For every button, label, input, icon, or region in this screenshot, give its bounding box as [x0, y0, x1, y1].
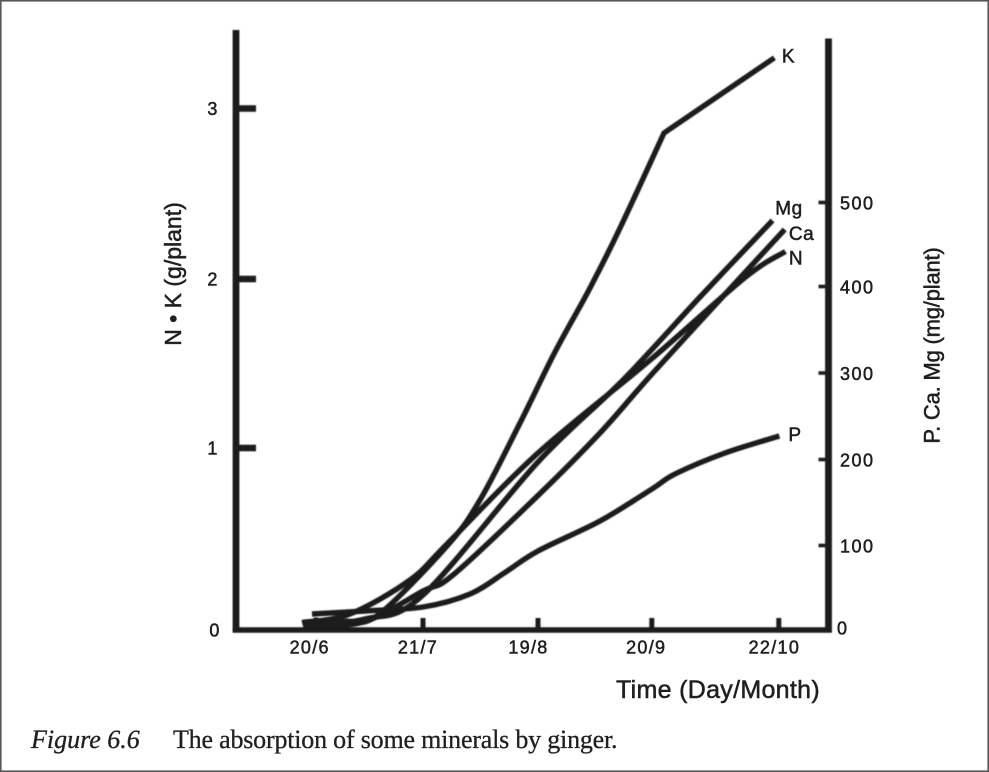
svg-text:Figure 6.6: Figure 6.6 — [30, 725, 140, 754]
svg-text:20/6: 20/6 — [290, 638, 330, 658]
svg-text:21/7: 21/7 — [398, 638, 438, 658]
svg-text:N • K (g/plant): N • K (g/plant) — [160, 202, 186, 346]
svg-text:0: 0 — [209, 621, 220, 641]
svg-text:Ca: Ca — [789, 224, 814, 245]
svg-text:Time (Day/Month): Time (Day/Month) — [616, 676, 820, 704]
svg-text:P. Ca. Mg (mg/plant): P. Ca. Mg (mg/plant) — [920, 247, 945, 443]
svg-text:22/10: 22/10 — [749, 638, 801, 658]
svg-text:0: 0 — [837, 619, 849, 639]
svg-text:20/9: 20/9 — [626, 638, 666, 658]
svg-text:The absorption of some mineral: The absorption of some minerals by ginge… — [173, 725, 617, 754]
svg-text:19/8: 19/8 — [508, 638, 548, 658]
svg-text:400: 400 — [840, 278, 875, 298]
svg-text:N: N — [789, 249, 803, 270]
svg-text:3: 3 — [207, 99, 218, 119]
svg-text:Mg: Mg — [775, 199, 802, 220]
svg-text:P: P — [788, 425, 801, 446]
svg-text:500: 500 — [840, 194, 875, 214]
svg-text:100: 100 — [840, 537, 875, 557]
svg-text:200: 200 — [840, 451, 875, 471]
svg-text:300: 300 — [840, 364, 875, 384]
svg-text:1: 1 — [207, 439, 218, 459]
svg-text:2: 2 — [207, 270, 218, 290]
svg-text:K: K — [782, 47, 795, 68]
